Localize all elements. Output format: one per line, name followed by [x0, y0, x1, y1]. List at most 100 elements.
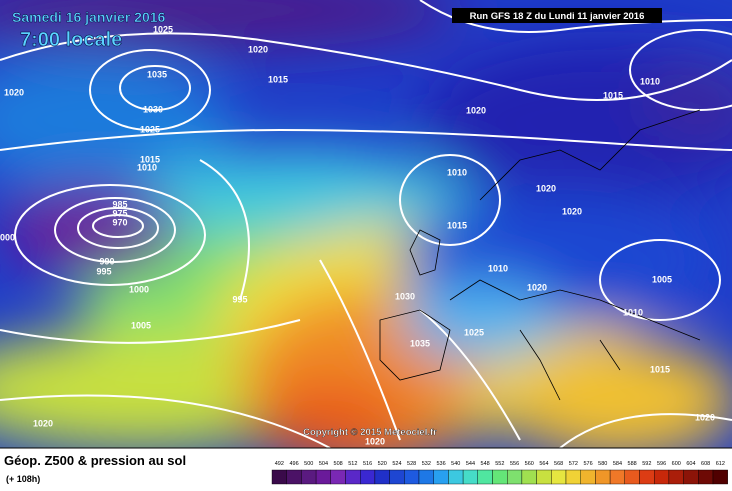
scale-swatch	[668, 469, 684, 485]
scale-label: 548	[481, 461, 490, 467]
isobar-label: 1025	[153, 24, 173, 34]
scale-swatch	[698, 469, 714, 485]
scale-label: 584	[613, 461, 622, 467]
isobar-label: 1020	[527, 282, 547, 292]
scale-swatch	[404, 469, 420, 485]
isobar-label: 1020	[695, 412, 715, 422]
isobar-label: 1030	[143, 104, 163, 114]
isobar-label: 1025	[464, 327, 484, 337]
scale-label: 568	[554, 461, 563, 467]
scale-swatch	[507, 469, 523, 485]
isobar-label: 1020	[536, 183, 556, 193]
isobar-label: 970	[112, 217, 127, 227]
scale-label: 564	[539, 461, 548, 467]
scale-swatch	[360, 469, 376, 485]
scale-label: 504	[319, 461, 328, 467]
scale-label: 612	[716, 461, 725, 467]
isobar-label: 1020	[33, 418, 53, 428]
scale-label: 492	[275, 461, 284, 467]
scale-label: 608	[701, 461, 710, 467]
scale-swatch	[683, 469, 699, 485]
isobar-label: 975	[112, 208, 127, 218]
scale-label: 580	[598, 461, 607, 467]
scale-label: 540	[451, 461, 460, 467]
isobar-label: 1010	[488, 263, 508, 273]
scale-label: 572	[569, 461, 578, 467]
isobar-label: 1030	[395, 291, 415, 301]
footer-lead: (+ 108h)	[6, 474, 40, 484]
isobar-label: 1010	[623, 307, 643, 317]
scale-label: 512	[348, 461, 357, 467]
scale-swatch	[462, 469, 479, 485]
scale-label: 544	[466, 461, 475, 467]
scale-swatch	[271, 469, 287, 485]
run-box	[452, 8, 662, 23]
isobar-label: 1010	[447, 167, 467, 177]
scale-label: 520	[378, 461, 387, 467]
scale-swatch	[477, 469, 493, 485]
scale-label: 596	[657, 461, 666, 467]
scale-swatch	[536, 469, 552, 485]
scale-label: 556	[510, 461, 519, 467]
scale-swatch	[492, 469, 508, 485]
isobar-label: 995	[96, 266, 111, 276]
scale-swatch	[580, 469, 596, 485]
scale-label: 508	[334, 461, 343, 467]
date: Samedi 16 janvier 2016	[12, 9, 166, 25]
isobar-label: 1010	[137, 162, 157, 172]
color-scale: 492 496 500 504 508 512 516 520 524 528 532 536 540 5…	[271, 461, 728, 485]
scale-swatch	[418, 469, 434, 485]
isobar-label: 1015	[140, 154, 160, 164]
copyright: Copyright © 2015 Meteociel.fr	[303, 427, 437, 438]
scale-swatch	[624, 469, 640, 485]
isobar-label: 1000	[0, 232, 15, 242]
isobar-label: 1010	[640, 76, 660, 86]
scale-swatch	[433, 469, 449, 485]
scale-label: 500	[304, 461, 313, 467]
scale-swatch	[374, 469, 390, 485]
scale-swatch	[654, 469, 670, 485]
isobar-label: 1015	[268, 74, 288, 84]
isobar-label: 1000	[129, 284, 149, 294]
scale-label: 552	[495, 461, 504, 467]
scale-swatch	[609, 469, 625, 485]
isobar-label: 1035	[147, 69, 167, 79]
scale-swatch	[565, 469, 581, 485]
isobar-label: 1020	[466, 105, 486, 115]
isobar-label: 1025	[140, 124, 160, 134]
isobar-label: 1020	[248, 44, 268, 54]
scale-swatch	[330, 469, 346, 485]
coastlines	[379, 109, 701, 401]
isobar-label: 995	[232, 294, 247, 304]
isobar-label: 1015	[603, 90, 623, 100]
scale-label: 588	[628, 461, 637, 467]
isobar-label: 1005	[652, 274, 672, 284]
scale-label: 600	[672, 461, 681, 467]
scale-swatch	[595, 469, 611, 485]
time: 7:00 locale	[20, 29, 122, 51]
isobar-label: 1015	[447, 220, 467, 230]
scale-swatch	[712, 469, 728, 485]
scale-label: 536	[436, 461, 445, 467]
isobar-label: 985	[112, 199, 127, 209]
scale-swatch	[448, 469, 464, 485]
isobar-label: 1005	[131, 320, 151, 330]
isobar-label: 1020	[365, 436, 385, 446]
footer-title: Géop. Z500 & pression au sol	[4, 453, 186, 468]
scale-swatch	[286, 469, 302, 485]
run: Run GFS 18 Z du Lundi 11 janvier 2016	[470, 11, 645, 22]
scale-swatch	[551, 469, 567, 485]
scale-label: 576	[583, 461, 592, 467]
scale-label: 516	[363, 461, 372, 467]
isobar-lines	[0, 0, 732, 448]
scale-label: 524	[392, 461, 401, 467]
scale-label: 528	[407, 461, 416, 467]
scale-swatch	[389, 469, 405, 485]
scale-label: 604	[686, 461, 695, 467]
scale-swatch	[521, 469, 537, 485]
scale-label: 560	[525, 461, 534, 467]
scale-label: 592	[642, 461, 651, 467]
scale-swatch	[639, 469, 655, 485]
